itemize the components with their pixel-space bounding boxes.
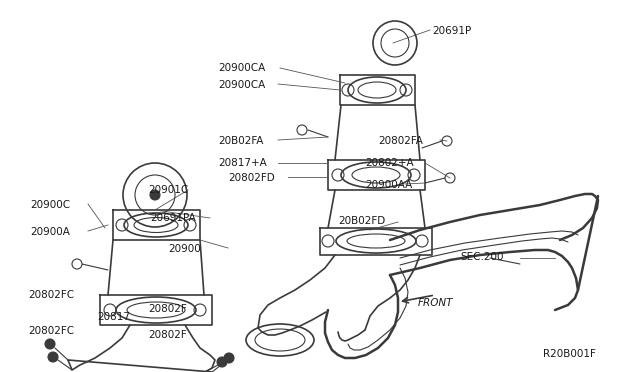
Text: 20900: 20900 bbox=[168, 244, 201, 254]
Circle shape bbox=[45, 339, 55, 349]
Text: 20802F: 20802F bbox=[148, 330, 187, 340]
Text: 20900AA: 20900AA bbox=[365, 180, 412, 190]
Text: 20691PA: 20691PA bbox=[150, 213, 196, 223]
Text: 20802FA: 20802FA bbox=[378, 136, 423, 146]
Circle shape bbox=[217, 357, 227, 367]
Text: 20900A: 20900A bbox=[30, 227, 70, 237]
Text: 20B02FA: 20B02FA bbox=[218, 136, 264, 146]
Text: 20817+A: 20817+A bbox=[218, 158, 267, 168]
Text: 20901C: 20901C bbox=[148, 185, 188, 195]
Circle shape bbox=[150, 190, 160, 200]
Circle shape bbox=[224, 353, 234, 363]
Text: 20802FD: 20802FD bbox=[228, 173, 275, 183]
Text: 20691P: 20691P bbox=[432, 26, 471, 36]
Circle shape bbox=[48, 352, 58, 362]
Text: 20900CA: 20900CA bbox=[218, 63, 265, 73]
Text: 20802+A: 20802+A bbox=[365, 158, 413, 168]
Text: SEC.200: SEC.200 bbox=[460, 252, 504, 262]
Text: FRONT: FRONT bbox=[418, 298, 454, 308]
Text: 20802FC: 20802FC bbox=[28, 290, 74, 300]
Text: 20802F: 20802F bbox=[148, 304, 187, 314]
Text: 20900C: 20900C bbox=[30, 200, 70, 210]
Text: 20802FC: 20802FC bbox=[28, 326, 74, 336]
Text: 20B02FD: 20B02FD bbox=[338, 216, 385, 226]
Text: 20817: 20817 bbox=[97, 312, 130, 322]
Text: 20900CA: 20900CA bbox=[218, 80, 265, 90]
Text: R20B001F: R20B001F bbox=[543, 349, 596, 359]
